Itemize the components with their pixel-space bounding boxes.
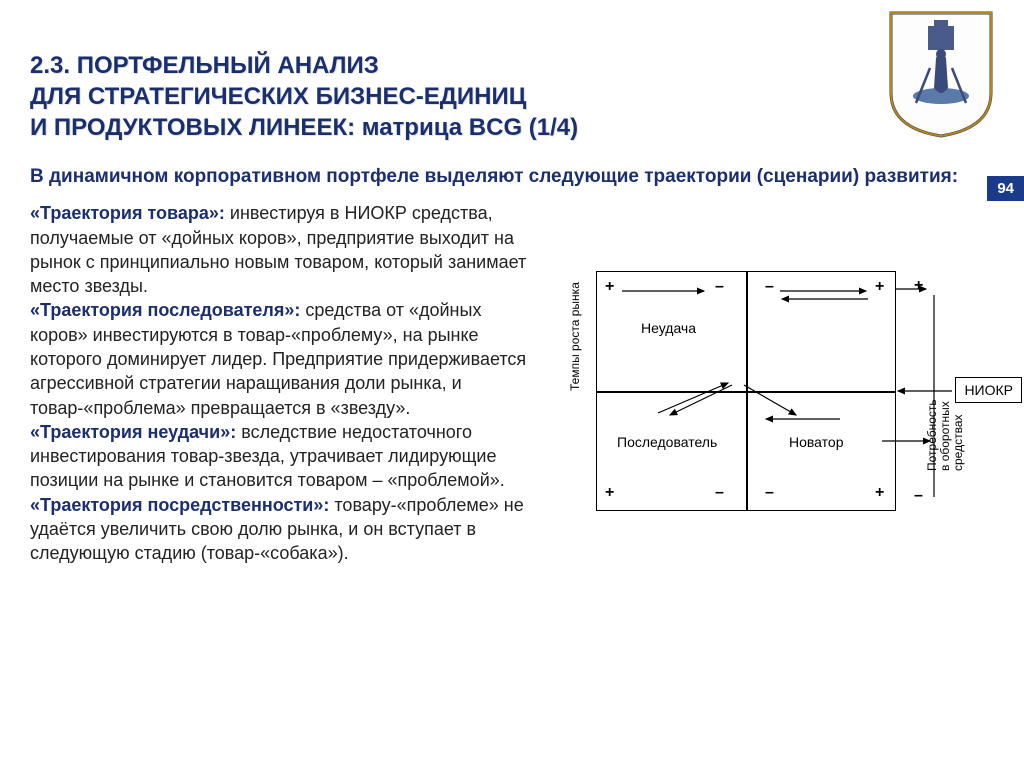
right-label-l1: Потребность	[925, 400, 939, 472]
trajectory-4-label: «Траектория посредственности»:	[30, 495, 329, 515]
title-line-1: 2.3. ПОРТФЕЛЬНЫЙ АНАЛИЗ	[30, 50, 994, 81]
trajectory-3-label: «Траектория неудачи»:	[30, 422, 236, 442]
y-axis-label: Темпы роста рынка	[568, 282, 582, 391]
quadrant-label-follower: Последователь	[617, 434, 717, 450]
quadrant-label-failure: Неудача	[641, 320, 696, 336]
title-line-2: ДЛЯ СТРАТЕГИЧЕСКИХ БИЗНЕС-ЕДИНИЦ	[30, 81, 994, 112]
sign-tl-minus: –	[715, 278, 724, 296]
intro-text: В динамичном корпоративном портфеле выде…	[0, 154, 1024, 196]
page-number-badge: 94	[987, 176, 1024, 201]
sign-far-plus: +	[914, 277, 923, 295]
content-area: «Траектория товара»: инвестируя в НИОКР …	[0, 195, 1024, 571]
sign-tr-minus: –	[765, 278, 774, 296]
matrix-box: + – – + + – – + Неудача Последователь Но…	[596, 271, 896, 511]
right-axis-label: Потребность в оборотных средствах	[926, 341, 966, 471]
slide-title: 2.3. ПОРТФЕЛЬНЫЙ АНАЛИЗ ДЛЯ СТРАТЕГИЧЕСК…	[30, 50, 994, 144]
sign-far-minus: –	[914, 487, 923, 505]
slide-header: 2.3. ПОРТФЕЛЬНЫЙ АНАЛИЗ ДЛЯ СТРАТЕГИЧЕСК…	[0, 0, 1024, 154]
trajectory-2-label: «Траектория последователя»:	[30, 300, 300, 320]
bcg-matrix-diagram: Темпы роста рынка + – – + + – – + Неудач…	[572, 271, 1012, 571]
sign-bl-plus: +	[605, 484, 614, 502]
sign-tl-plus: +	[605, 278, 614, 296]
right-label-l2: в оборотных	[938, 401, 952, 471]
trajectory-1-label: «Траектория товара»:	[30, 203, 225, 223]
sign-tr-plus: +	[875, 278, 884, 296]
title-line-3: И ПРОДУКТОВЫХ ЛИНЕЕК: матрица BCG (1/4)	[30, 112, 994, 143]
diagram-area: Темпы роста рынка + – – + + – – + Неудач…	[552, 201, 1012, 571]
sign-br-plus: +	[875, 484, 884, 502]
trajectory-text-block: «Траектория товара»: инвестируя в НИОКР …	[30, 201, 540, 571]
matrix-horizontal-divider	[597, 391, 895, 393]
right-label-l3: средствах	[951, 415, 965, 472]
quadrant-label-innovator: Новатор	[789, 434, 843, 450]
sign-bl-minus: –	[715, 484, 724, 502]
sign-br-minus: –	[765, 484, 774, 502]
